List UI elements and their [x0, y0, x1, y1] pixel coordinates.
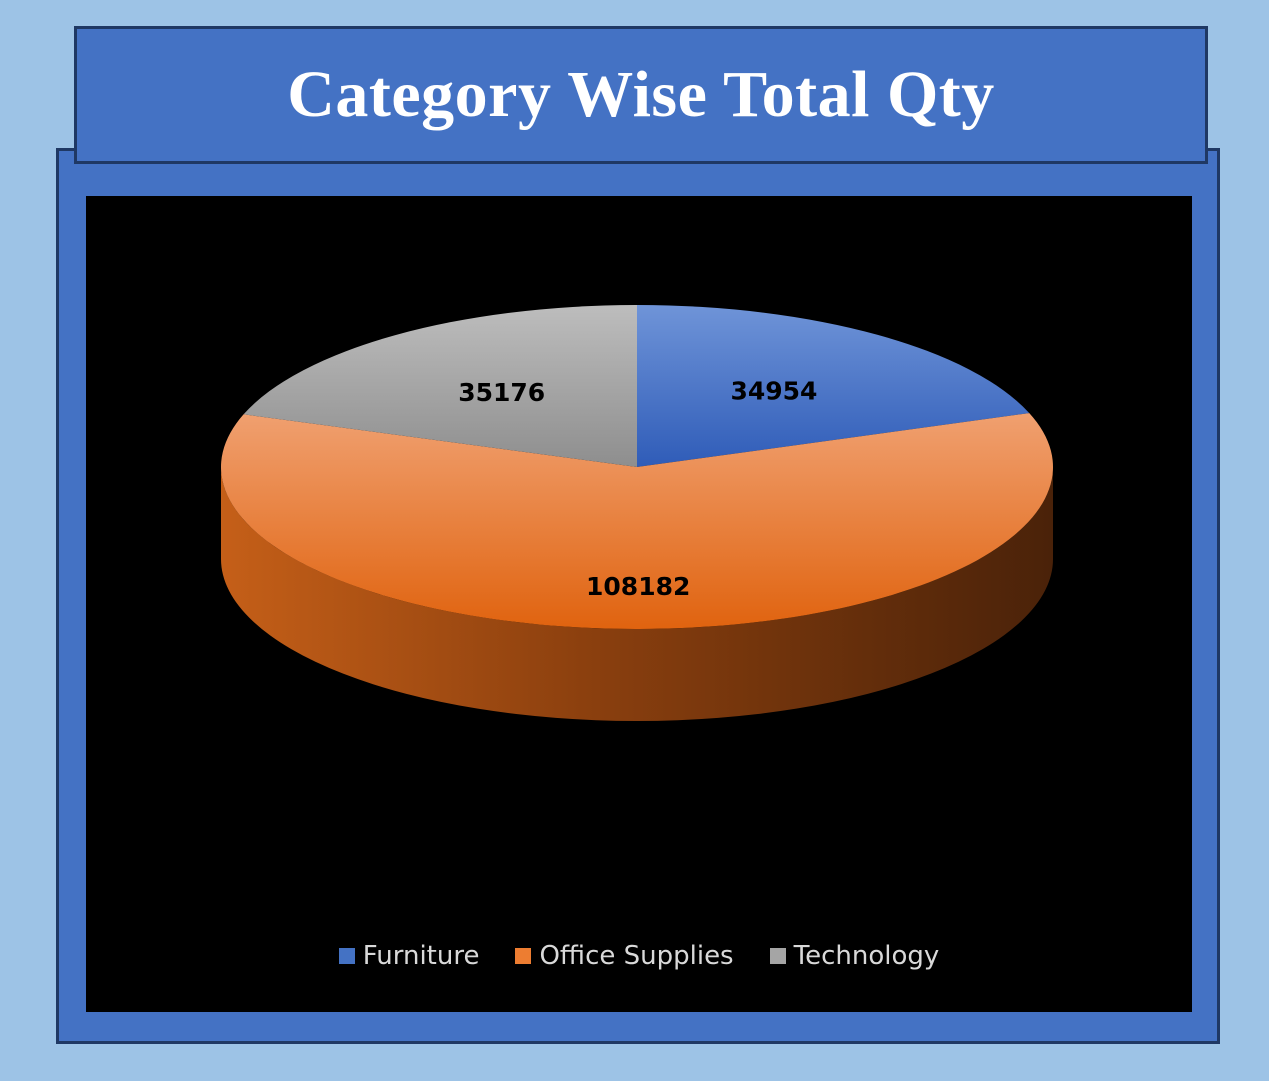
legend-swatch-office-supplies	[515, 948, 532, 964]
legend-item-technology: Technology	[769, 941, 940, 971]
legend-label-office-supplies: Office Supplies	[539, 941, 734, 971]
legend-item-office-supplies: Office Supplies	[515, 941, 734, 971]
pie-chart: 34954 108182 35176	[221, 305, 1053, 721]
legend-label-furniture: Furniture	[362, 941, 480, 971]
title-bar: Category Wise Total Qty	[74, 26, 1208, 164]
chart-title: Category Wise Total Qty	[287, 58, 995, 131]
legend-swatch-technology	[769, 948, 786, 964]
plot-area: 34954 108182 35176 Furniture Office Supplie…	[86, 196, 1192, 1012]
pie-slice-office-supplies	[221, 413, 1053, 629]
pie-side-office-supplies	[221, 467, 1053, 721]
data-label-office-supplies: 108182	[586, 572, 690, 601]
pie-slice-technology	[243, 305, 637, 467]
legend-item-furniture: Furniture	[338, 941, 480, 971]
data-label-technology: 35176	[458, 378, 545, 407]
data-label-furniture: 34954	[730, 377, 817, 406]
legend-label-technology: Technology	[793, 941, 940, 971]
legend: Furniture Office Supplies Technology	[86, 941, 1192, 971]
pie-slice-furniture	[637, 305, 1030, 467]
legend-swatch-furniture	[338, 948, 355, 964]
